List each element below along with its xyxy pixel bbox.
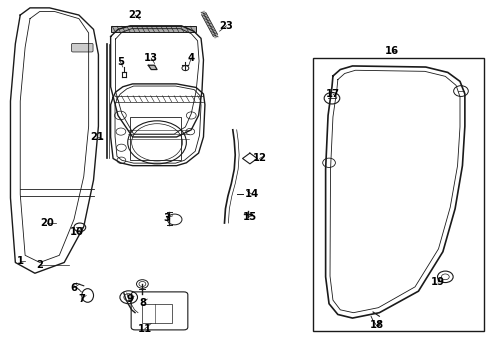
Text: 6: 6 <box>71 283 77 293</box>
Bar <box>314 58 485 330</box>
Text: 1: 1 <box>17 256 24 266</box>
Bar <box>130 117 181 160</box>
Text: 13: 13 <box>144 53 158 63</box>
FancyBboxPatch shape <box>72 43 93 52</box>
Text: 20: 20 <box>40 218 54 228</box>
Text: 4: 4 <box>188 53 195 63</box>
Polygon shape <box>148 65 157 69</box>
Text: 11: 11 <box>138 324 152 334</box>
Text: 19: 19 <box>431 277 445 287</box>
Text: 10: 10 <box>70 227 83 237</box>
Text: 22: 22 <box>128 10 142 20</box>
Bar <box>111 26 196 32</box>
Bar <box>143 304 172 323</box>
Text: 21: 21 <box>91 132 104 142</box>
Text: 17: 17 <box>326 89 340 99</box>
Text: 23: 23 <box>220 21 233 31</box>
Text: 9: 9 <box>127 294 134 304</box>
Text: 16: 16 <box>385 46 399 56</box>
Text: 3: 3 <box>163 213 170 222</box>
Text: 7: 7 <box>78 294 85 304</box>
Text: 18: 18 <box>370 320 384 330</box>
Text: 2: 2 <box>36 260 43 270</box>
Text: 14: 14 <box>245 189 259 199</box>
Text: 15: 15 <box>243 212 257 221</box>
Text: 12: 12 <box>253 153 267 163</box>
Text: 5: 5 <box>117 57 124 67</box>
Text: 8: 8 <box>139 298 146 308</box>
